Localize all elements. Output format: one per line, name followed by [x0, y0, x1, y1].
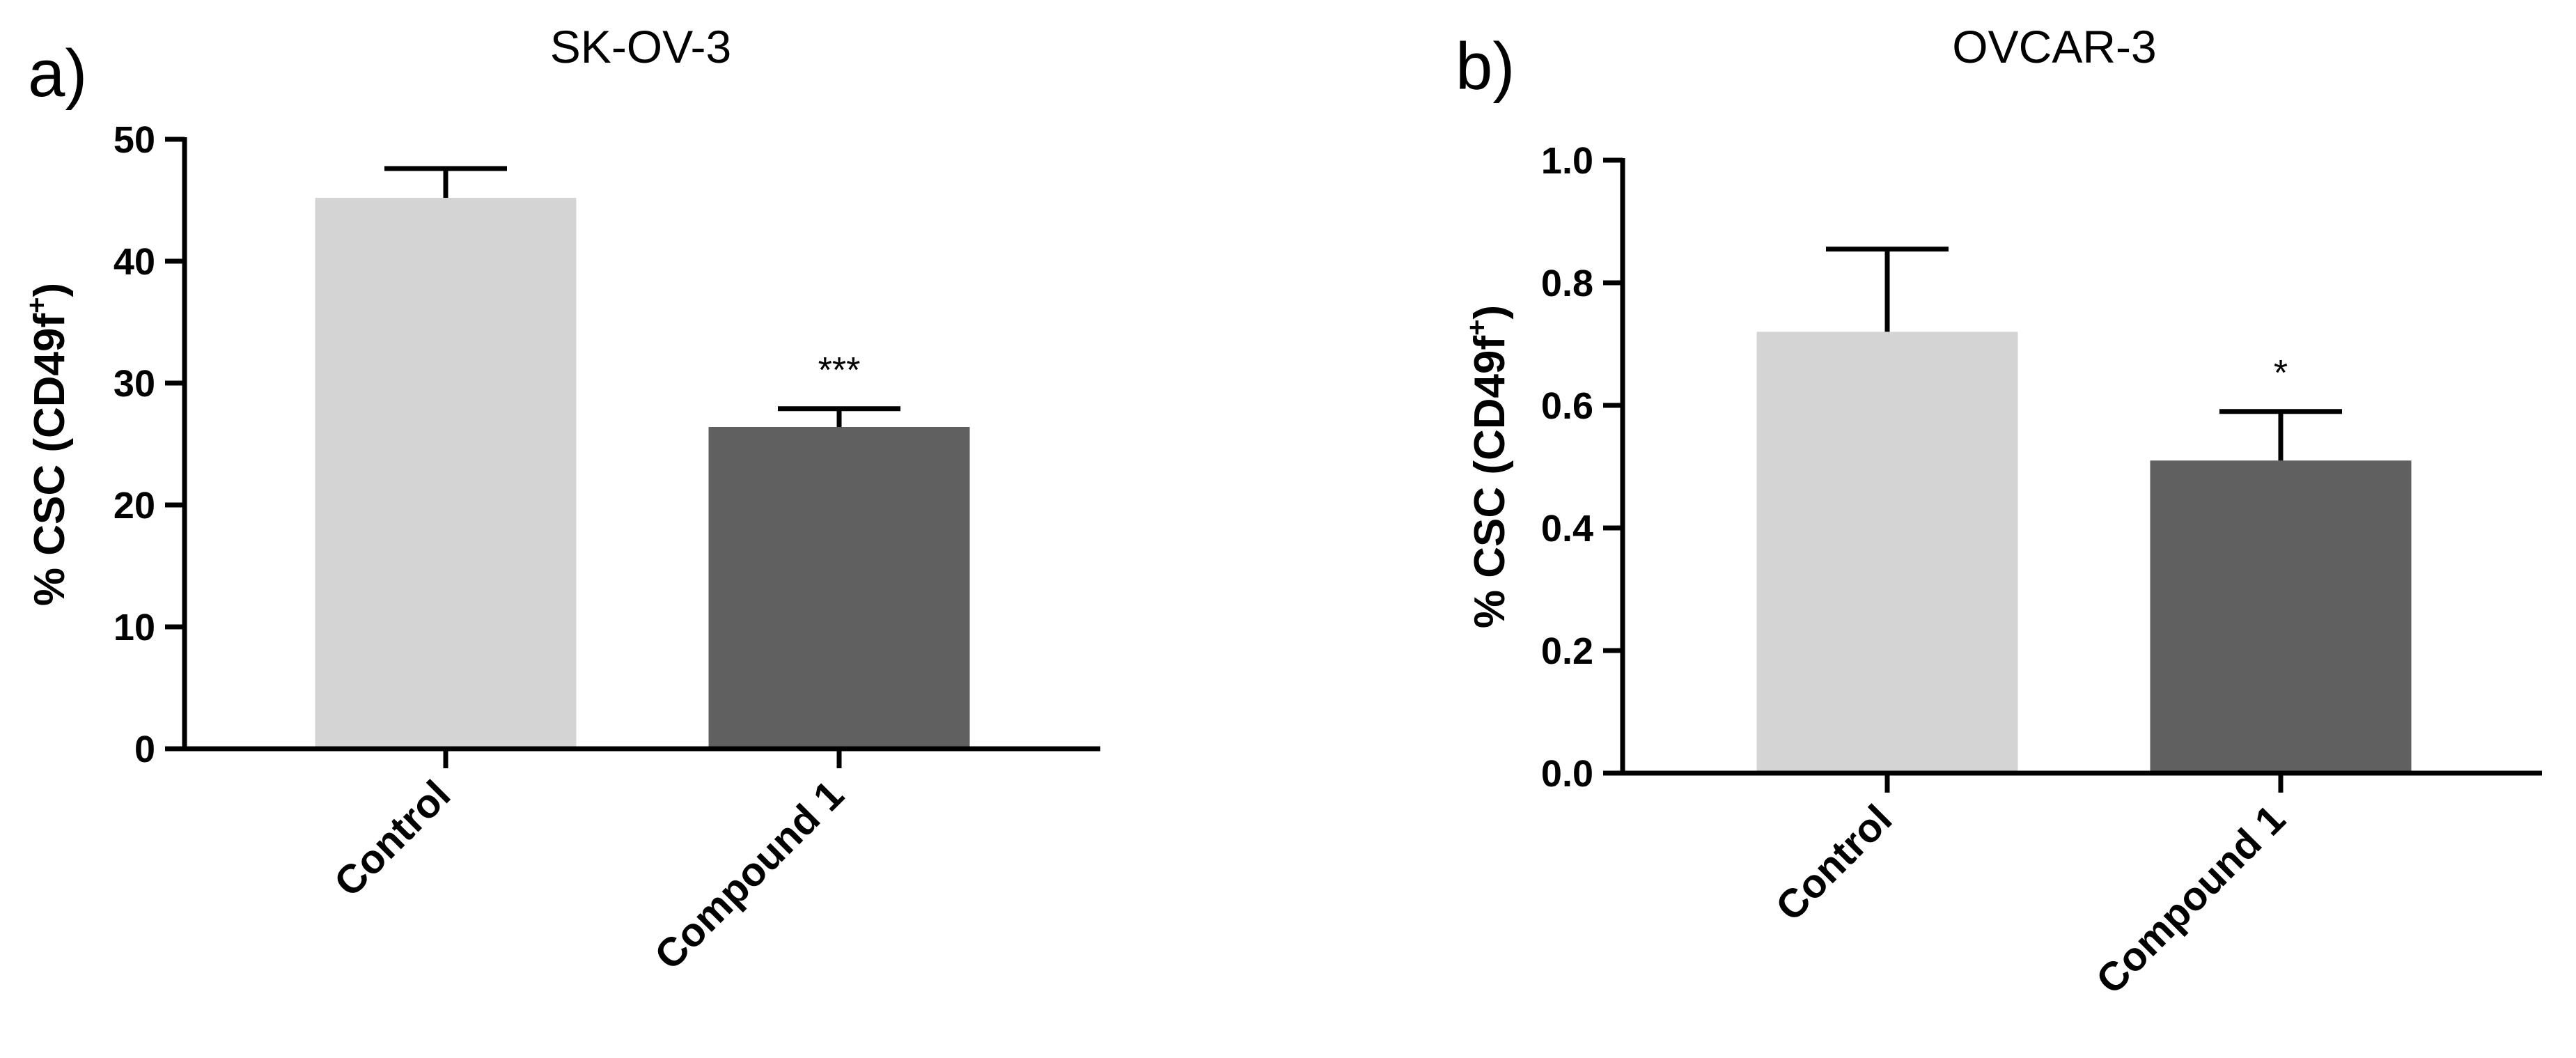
panel-b-title: OVCAR-3 [1952, 21, 2156, 72]
panel-a-significance-2: *** [818, 350, 861, 391]
panel-b-bar-control [1756, 332, 2018, 773]
panel-b-y-tick-label: 1.0 [1541, 140, 1593, 182]
panel-b-y-tick-label: 0.4 [1541, 508, 1593, 550]
panel-b-x-tick-label: Compound 1 [2088, 796, 2295, 1003]
panel-a-bar-compound-1 [708, 427, 970, 749]
panel-a-y-tick-label: 10 [114, 607, 155, 648]
panel-b-y-tick-label: 0.8 [1541, 263, 1593, 304]
panel-a-y-tick-label: 40 [114, 241, 155, 283]
panel-b-y-tick-label: 0.2 [1541, 630, 1593, 672]
panel-b-significance-2: * [2274, 353, 2288, 394]
panel-a-y-axis-label: % CSC (CD49f+) [22, 283, 74, 606]
panel-b-y-axis-label: % CSC (CD49f+) [1462, 305, 1514, 628]
panel-a-letter: a) [28, 36, 87, 111]
panel-a-y-tick-label: 30 [114, 363, 155, 405]
panel-a-x-tick-label: Compound 1 [646, 772, 853, 979]
panel-a-y-tick-label: 50 [114, 119, 155, 161]
panel-b-y-tick-label: 0.0 [1541, 753, 1593, 795]
panel-a-y-tick-label: 0 [134, 729, 155, 770]
panel-b-y-tick-label: 0.6 [1541, 385, 1593, 427]
panel-b-chart: b) OVCAR-3 * 0.0 0.2 0.4 0.6 0.8 1.0 Control Compo… [1455, 21, 2542, 1003]
panel-a-x-tick-label: Control [325, 772, 459, 905]
panel-a-chart: a) SK-OV-3 *** 0 10 20 30 40 50 Control Compound 1… [22, 21, 1100, 979]
panel-b-bar-compound-1 [2150, 460, 2412, 773]
panel-b-letter: b) [1455, 29, 1515, 104]
panel-b-x-tick-label: Control [1767, 796, 1900, 930]
panel-a-bar-control [315, 198, 577, 749]
panel-a-title: SK-OV-3 [550, 21, 731, 72]
panel-a-y-tick-label: 20 [114, 485, 155, 527]
